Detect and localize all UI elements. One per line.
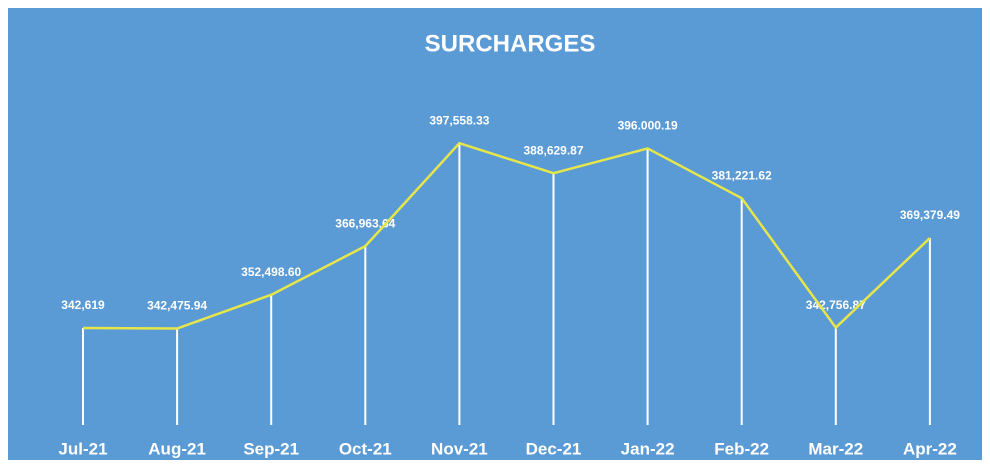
line [82,141,931,330]
x-tick-label: Sep-21 [243,439,299,458]
data-label: 388,629.87 [523,143,583,157]
x-tick-label: Jul-21 [58,439,107,458]
x-tick-label: Aug-21 [148,439,206,458]
data-label: 342,619 [61,298,105,312]
data-label: 342,475.94 [147,299,207,313]
x-tick-label: Dec-21 [526,439,582,458]
data-label: 381,221.62 [712,168,772,182]
data-label: 397,558.33 [429,113,489,127]
data-label: 396.000.19 [618,119,678,133]
x-tick-label: Oct-21 [339,439,392,458]
x-tick-label: Mar-22 [808,439,863,458]
data-label: 352,498.60 [241,265,301,279]
x-tick-label: Jan-22 [621,439,675,458]
x-tick-label: Apr-22 [903,439,957,458]
data-label: 369,379.49 [900,208,960,222]
x-tick-label: Nov-21 [431,439,488,458]
data-label: 366,963.64 [335,216,395,230]
chart-background [8,8,982,460]
x-tick-label: Feb-22 [714,439,769,458]
chart-title: SURCHARGES [425,30,596,57]
